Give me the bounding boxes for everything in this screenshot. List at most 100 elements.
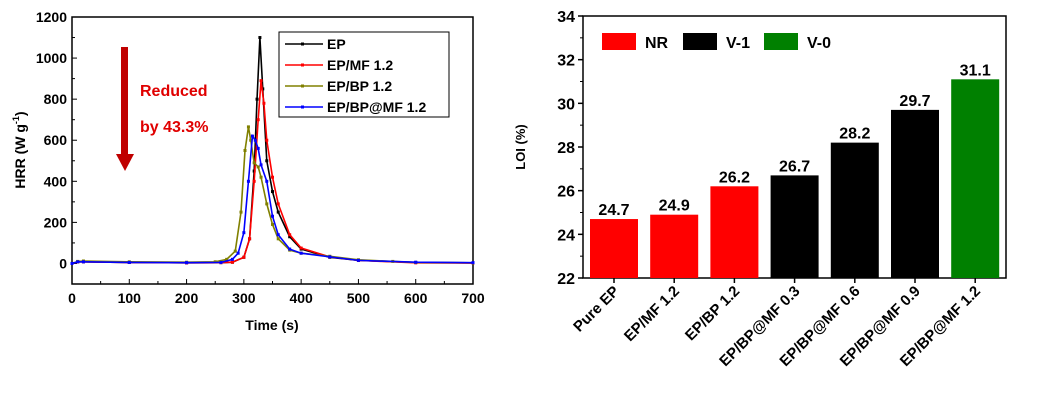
data-point [246,125,250,129]
bar-value-label: 31.1 [960,62,991,79]
data-point [259,79,263,83]
data-point [70,261,74,265]
data-point [271,175,274,179]
data-point [259,163,263,167]
x-tick-label: EP/MF 1.2 [621,283,683,345]
y-tick-label: 28 [557,140,575,157]
x-tick-label: 200 [175,290,199,306]
legend-label: EP/BP 1.2 [327,78,392,94]
y-tick-label: 24 [557,227,575,244]
bar-value-label: 28.2 [839,126,870,143]
x-tick-label: Pure EP [570,283,623,336]
data-point [265,159,269,163]
legend-label: EP/MF 1.2 [327,57,393,73]
data-point [248,237,252,241]
data-point [236,251,240,255]
y-axis-label: HRR (W g-1) [11,111,28,188]
bar-value-label: 26.7 [779,158,810,175]
series-line-EP/BP 1.2 [71,126,474,265]
x-axis-label: Time (s) [245,317,298,333]
x-tick-label: 0 [68,290,76,306]
arrow-shaft [121,47,128,155]
data-point [255,97,259,101]
data-point [414,260,418,264]
bar-EP/MF 1.2 [650,214,699,278]
y-tick-label: 600 [44,132,68,148]
legend-label: EP [327,36,346,52]
data-point [219,260,223,264]
data-point [252,179,256,183]
data-point [246,179,250,183]
data-point [328,255,332,259]
legend-marker [301,63,304,67]
legend-swatch [764,33,798,50]
y-tick-label: 32 [557,53,575,70]
data-point [256,146,260,150]
bar-value-label: 26.2 [719,169,750,186]
y-tick-label: 0 [59,255,67,271]
data-point [242,231,246,235]
data-point [288,233,292,237]
legend-marker [301,84,304,88]
data-point [127,260,131,264]
data-point [225,257,229,261]
data-point [271,222,274,226]
data-point [250,134,254,138]
data-point [271,190,274,194]
data-point [471,261,475,265]
bar-value-label: 29.7 [899,93,930,110]
bar-EP/BP@MF 0.9 [891,109,939,278]
data-point [276,237,280,241]
data-point [256,165,260,169]
y-axis-label: LOI (%) [513,124,528,170]
bar-value-label: 24.9 [659,198,690,215]
legend-marker [301,105,304,109]
y-tick-label: 400 [44,173,68,189]
data-point [258,36,262,40]
legend-marker [301,42,304,46]
data-point [185,261,189,265]
data-point [271,214,274,218]
data-point [81,260,85,264]
data-point [276,210,280,214]
bar-EP/BP@MF 0.6 [830,142,879,278]
y-tick-label: 1200 [36,9,67,25]
y-tick-label: 34 [557,9,575,26]
bar-Pure EP [590,219,638,278]
bar-EP/BP@MF 1.2 [951,79,1000,278]
data-point [243,149,247,152]
data-point [299,251,303,255]
data-point [252,161,256,165]
data-point [239,210,243,214]
annotation-line1: Reduced [140,83,208,100]
data-point [256,118,260,122]
data-point [265,179,269,183]
data-point [242,255,246,259]
data-point [230,260,234,264]
x-tick-label: 100 [118,290,142,306]
y-tick-label: 200 [44,214,68,230]
legend-swatch [683,33,717,50]
y-tick-label: 22 [557,271,575,288]
x-tick-label: 500 [347,290,371,306]
x-tick-label: 400 [289,290,313,306]
bar-EP/BP@MF 0.3 [770,175,819,278]
legend-label: NR [645,35,669,52]
data-point [230,257,234,261]
bar-value-label: 24.7 [598,202,629,219]
legend-swatch [602,33,636,50]
data-point [253,138,257,142]
y-tick-label: 26 [557,184,575,201]
data-point [299,246,303,250]
data-point [233,249,237,253]
y-tick-label: 1000 [36,50,67,66]
x-tick-label: 300 [232,290,256,306]
legend-label: EP/BP@MF 1.2 [327,99,426,115]
data-point [249,138,253,142]
data-point [262,101,266,105]
data-point [288,235,292,239]
data-point [356,258,360,262]
x-tick-label: 600 [404,290,428,306]
